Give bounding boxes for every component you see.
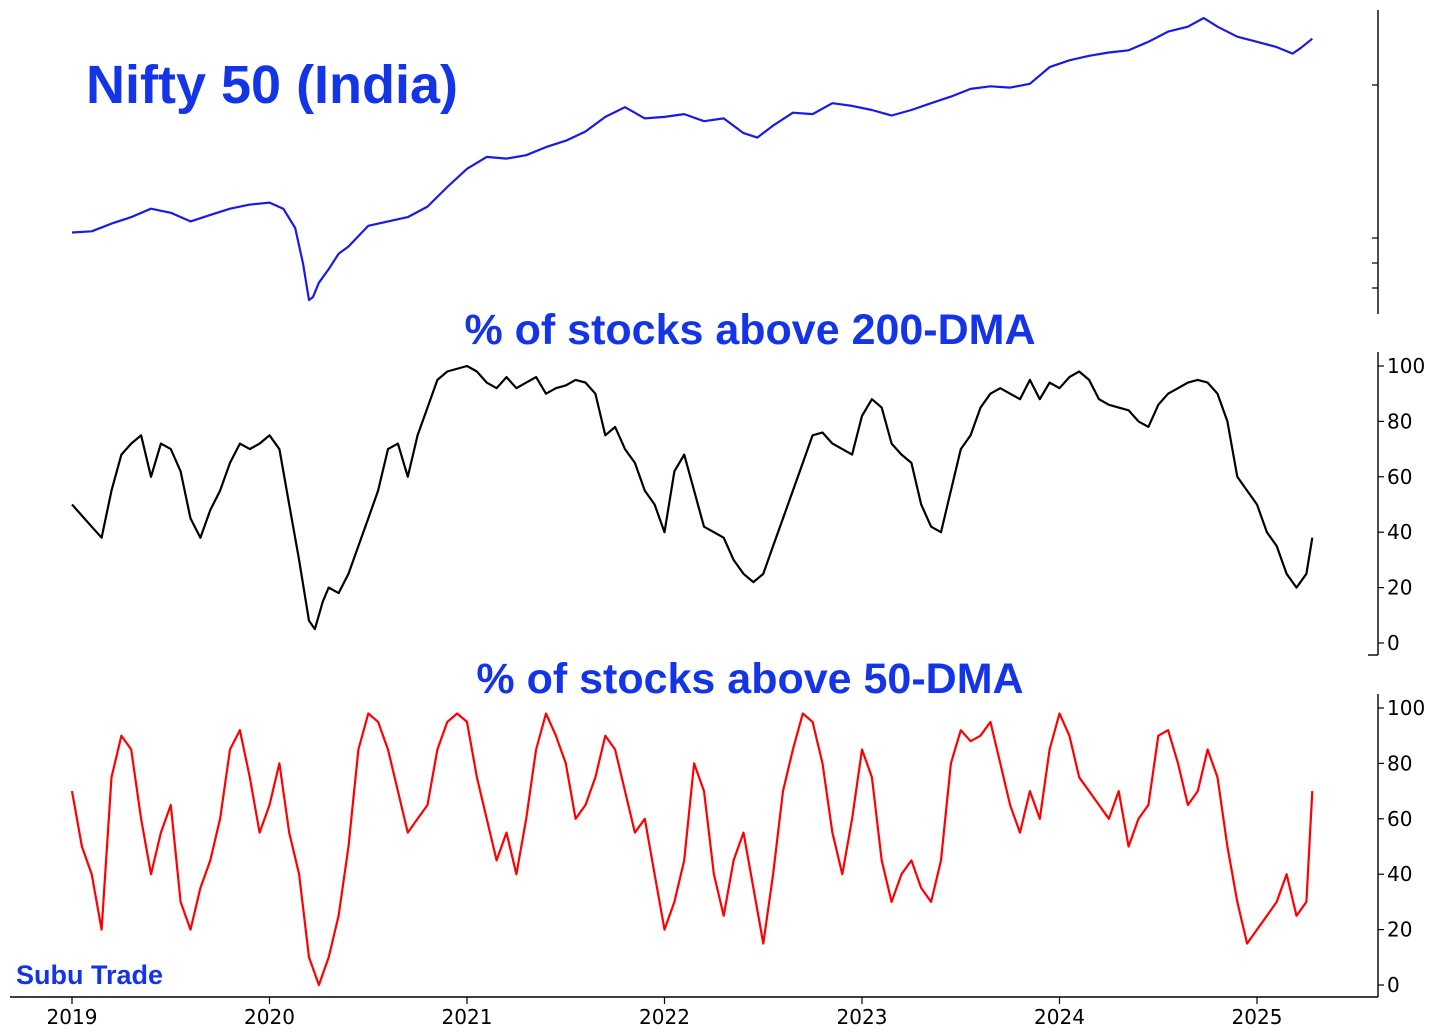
panel-title-2: % of stocks above 200-DMA — [464, 306, 1035, 354]
y-tick-label-3-40: 40 — [1387, 862, 1412, 886]
y-tick-label-2-80: 80 — [1387, 409, 1412, 433]
text-layer: Nifty 50 (India) 0 20 40 60 80 100 % of stocks … — [16, 55, 1425, 1029]
y-tick-label-3-100: 100 — [1387, 696, 1425, 720]
y-tick-label-3-60: 60 — [1387, 807, 1412, 831]
y-tick-label-2-100: 100 — [1387, 354, 1425, 378]
dma-50-line — [70, 712, 1314, 987]
axes-layer — [10, 10, 1384, 1004]
y-tick-label-2-40: 40 — [1387, 520, 1412, 544]
y-tick-label-2-0: 0 — [1387, 631, 1400, 655]
dma-200-line — [71, 364, 1314, 631]
x-tick-label-2023: 2023 — [837, 1005, 888, 1029]
lines-layer — [70, 16, 1314, 987]
panel-title-3: % of stocks above 50-DMA — [476, 655, 1023, 703]
x-tick-label-2019: 2019 — [47, 1005, 98, 1029]
x-tick-label-2025: 2025 — [1232, 1005, 1283, 1029]
x-tick-label-2021: 2021 — [442, 1005, 493, 1029]
x-tick-label-2024: 2024 — [1034, 1005, 1085, 1029]
nifty-50-line — [71, 16, 1313, 302]
y-tick-label-3-0: 0 — [1387, 973, 1400, 997]
y-tick-label-3-20: 20 — [1387, 918, 1412, 942]
y-tick-label-3-80: 80 — [1387, 751, 1412, 775]
x-tick-label-2022: 2022 — [639, 1005, 690, 1029]
y-tick-label-2-60: 60 — [1387, 465, 1412, 489]
watermark: Subu Trade — [16, 960, 163, 990]
x-tick-label-2020: 2020 — [244, 1005, 295, 1029]
y-tick-label-2-20: 20 — [1387, 576, 1412, 600]
panel-title-1: Nifty 50 (India) — [86, 55, 458, 115]
